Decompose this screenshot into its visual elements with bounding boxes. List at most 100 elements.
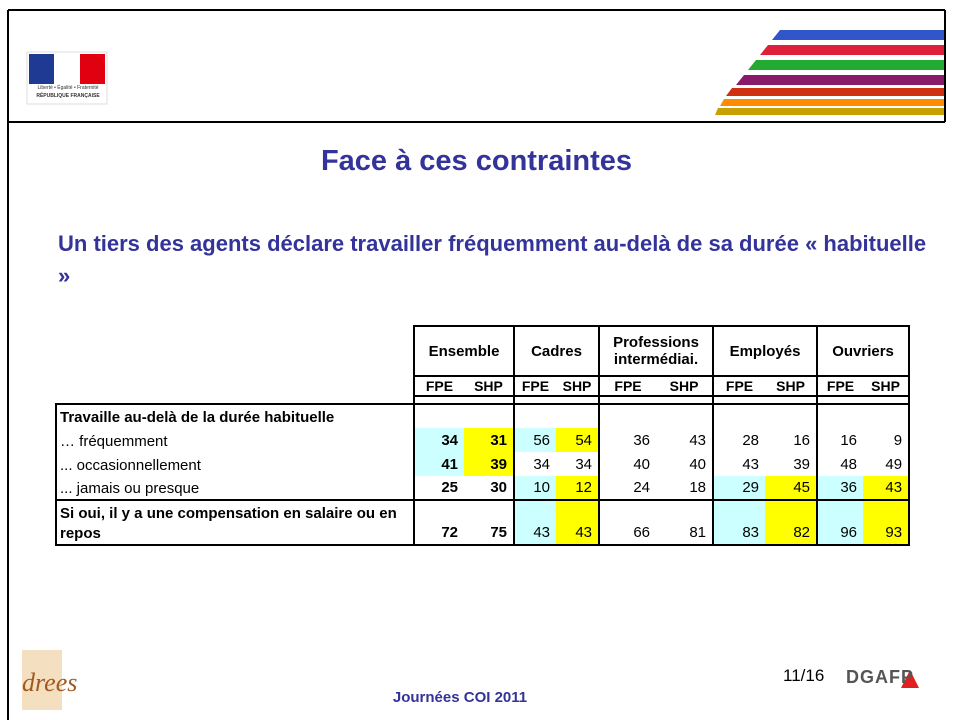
value-cell: 30: [464, 476, 515, 500]
value-cell: 66: [598, 499, 657, 546]
value-cell: 25: [413, 476, 464, 500]
value-cell: 43: [656, 428, 715, 452]
value-cell: 45: [765, 476, 819, 500]
value-cell: 54: [556, 428, 601, 452]
rainbow-stripes: [715, 12, 944, 115]
value-cell: 83: [712, 499, 766, 546]
subcolumn-header: FPE: [712, 375, 766, 397]
value-cell: 12: [556, 476, 601, 500]
value-cell: 96: [816, 499, 864, 546]
value-cell: 43: [513, 499, 556, 546]
header-corner: [56, 326, 414, 376]
empty-cell: [413, 403, 464, 428]
subcolumn-header: SHP: [556, 375, 601, 397]
spacer-cell: [556, 396, 601, 404]
subcolumn-header: FPE: [816, 375, 864, 397]
value-cell: 18: [656, 476, 715, 500]
spacer-cell: [816, 396, 864, 404]
row-label: Travaille au-delà de la durée habituelle: [55, 403, 415, 428]
row-label: Si oui, il y a une compensation en salai…: [55, 499, 415, 546]
subcolumn-header: SHP: [656, 375, 715, 397]
group-header: Employés: [712, 325, 819, 377]
row-label: … fréquemment: [55, 428, 415, 452]
value-cell: 43: [863, 476, 911, 500]
spacer-cell: [863, 396, 911, 404]
footer-event: Journées COI 2011: [392, 689, 528, 706]
row-label: ... occasionnellement: [55, 452, 415, 476]
dgafp-logo-text: DGAFP: [846, 667, 914, 687]
empty-cell: [656, 403, 715, 428]
spacer-cell: [712, 396, 766, 404]
value-cell: 16: [816, 428, 864, 452]
table-row: ... jamais ou presque 25 30 10 12 24 18 29 45 36 4…: [55, 476, 911, 500]
value-cell: 39: [765, 452, 819, 476]
group-header: Professions intermédiai.: [598, 325, 715, 377]
drees-logo: [22, 650, 62, 710]
value-cell: 34: [413, 428, 464, 452]
value-cell: 10: [513, 476, 556, 500]
table-row: ... occasionnellement 41 39 34 34 40 40 43 39 48 4…: [55, 452, 911, 476]
value-cell: 36: [816, 476, 864, 500]
value-cell: 28: [712, 428, 766, 452]
spacer-cell: [513, 396, 556, 404]
value-cell: 49: [863, 452, 911, 476]
drees-logo-text: drees: [22, 668, 78, 697]
spacer-cell: [56, 396, 414, 404]
subcolumn-header: FPE: [598, 375, 657, 397]
empty-cell: [863, 403, 911, 428]
value-cell: 40: [656, 452, 715, 476]
value-cell: 29: [712, 476, 766, 500]
spacer-row: [56, 396, 911, 404]
value-cell: 34: [513, 452, 556, 476]
row-label: ... jamais ou presque: [55, 476, 415, 500]
value-cell: 56: [513, 428, 556, 452]
value-cell: 48: [816, 452, 864, 476]
value-cell: 16: [765, 428, 819, 452]
republic-logo: [26, 51, 108, 105]
header-corner: [56, 376, 414, 396]
subcolumn-header: SHP: [863, 375, 911, 397]
dgafp-triangle: [901, 670, 919, 688]
spacer-cell: [464, 396, 515, 404]
empty-cell: [765, 403, 819, 428]
value-cell: 34: [556, 452, 601, 476]
subcolumn-header: SHP: [464, 375, 515, 397]
table-row: Travaille au-delà de la durée habituelle: [55, 403, 911, 428]
value-cell: 39: [464, 452, 515, 476]
value-cell: 82: [765, 499, 819, 546]
value-cell: 24: [598, 476, 657, 500]
slide-title: Face à ces contraintes: [320, 145, 633, 177]
spacer-cell: [765, 396, 819, 404]
value-cell: 81: [656, 499, 715, 546]
value-cell: 41: [413, 452, 464, 476]
value-cell: 40: [598, 452, 657, 476]
header-row: Ensemble Cadres Professions intermédiai. Em…: [56, 325, 911, 377]
value-cell: 36: [598, 428, 657, 452]
group-header: Cadres: [512, 325, 601, 377]
logo-name: RÉPUBLIQUE FRANÇAISE: [36, 93, 100, 99]
empty-cell: [464, 403, 515, 428]
page-number: 11/16: [783, 666, 825, 685]
empty-cell: [513, 403, 556, 428]
group-header: Ensemble: [413, 325, 515, 377]
subheader-row: FPE SHP FPE SHP FPE SHP FPE SHP FPE SHP: [56, 375, 911, 397]
spacer-cell: [413, 396, 464, 404]
empty-cell: [816, 403, 864, 428]
subcolumn-header: SHP: [765, 375, 819, 397]
value-cell: 93: [863, 499, 911, 546]
group-header: Ouvriers: [816, 325, 911, 377]
value-cell: 43: [556, 499, 601, 546]
value-cell: 75: [464, 499, 515, 546]
slide-subtitle: Un tiers des agents déclare travailler f…: [58, 231, 927, 288]
subcolumn-header: FPE: [513, 375, 556, 397]
spacer-cell: [656, 396, 715, 404]
empty-cell: [712, 403, 766, 428]
value-cell: 72: [413, 499, 464, 546]
subcolumn-header: FPE: [413, 375, 464, 397]
table-row: … fréquemment 34 31 56 54 36 43 28 16 16 9: [55, 428, 911, 452]
value-cell: 43: [712, 452, 766, 476]
data-table: Ensemble Cadres Professions intermédiai. Em…: [55, 325, 911, 546]
value-cell: 31: [464, 428, 515, 452]
